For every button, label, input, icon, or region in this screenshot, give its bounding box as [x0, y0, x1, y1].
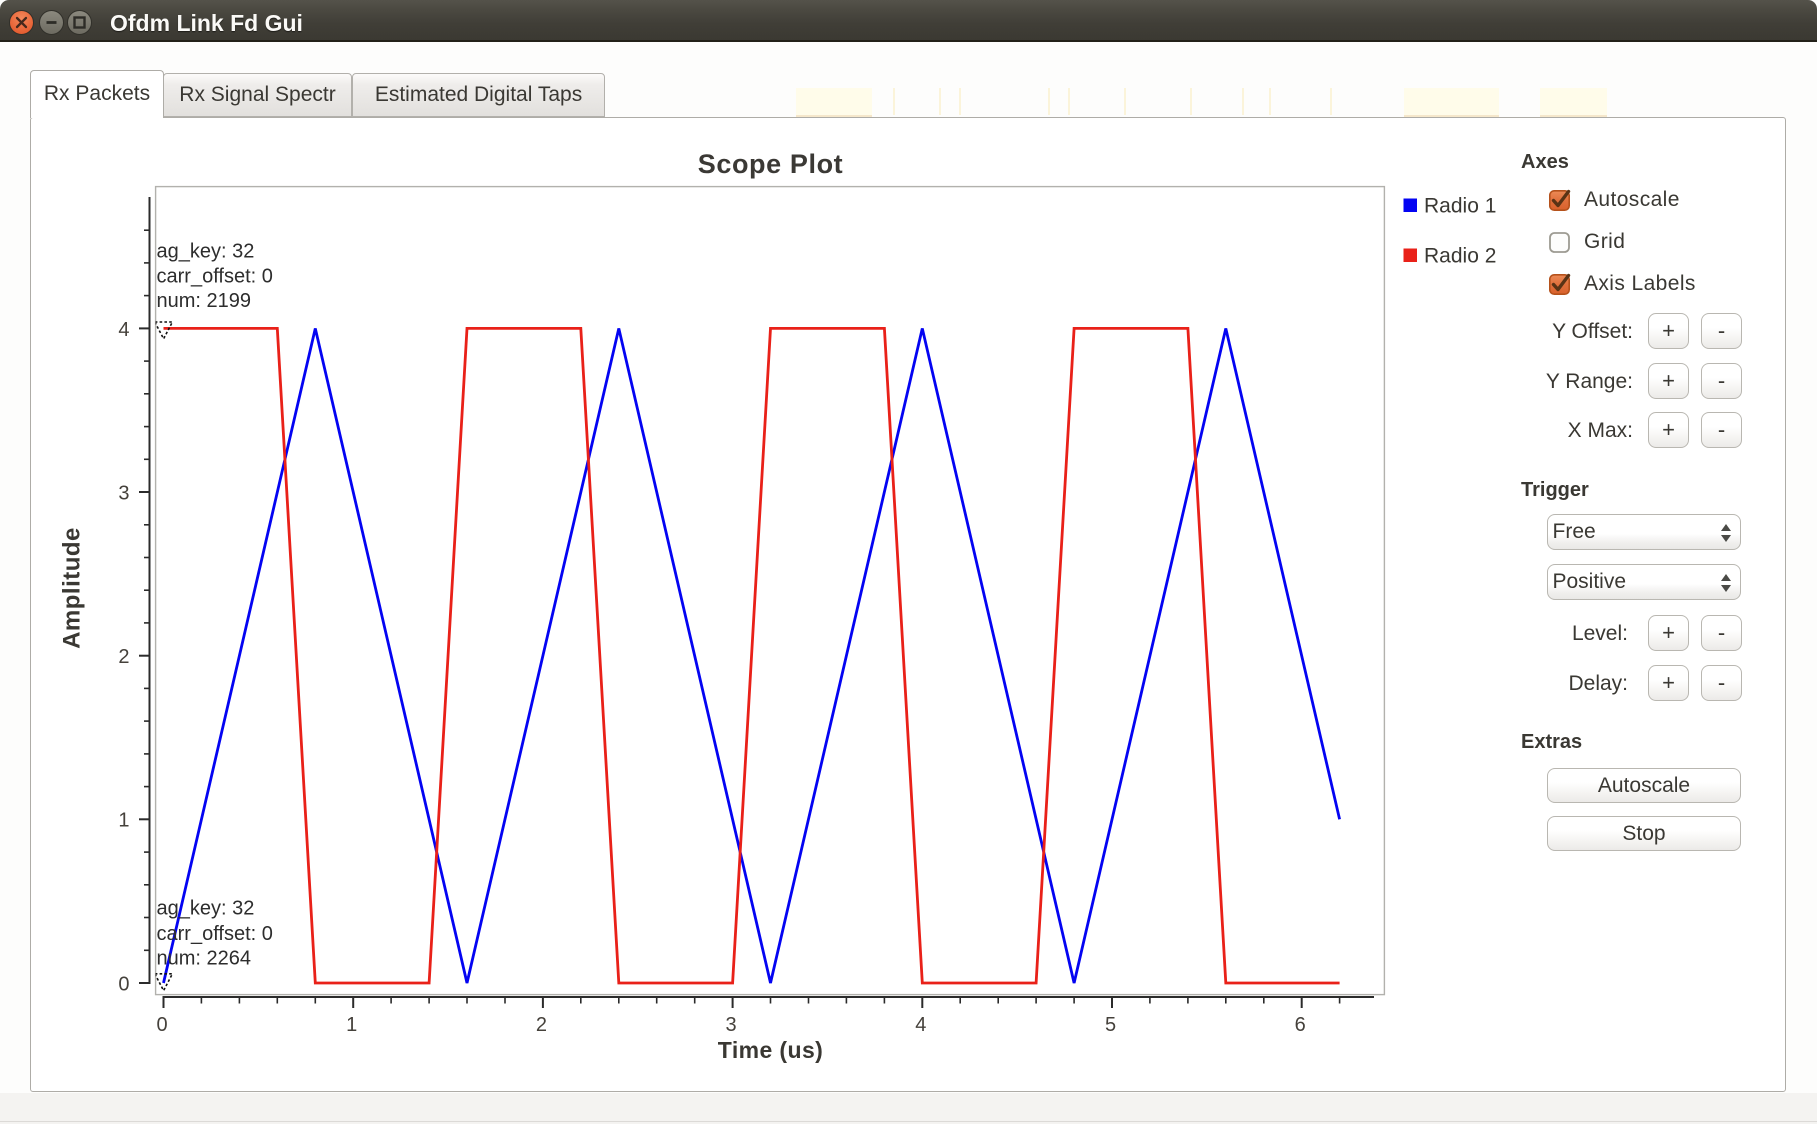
svg-text:Radio 1: Radio 1	[1424, 194, 1496, 217]
svg-text:Time (us): Time (us)	[718, 1037, 823, 1063]
svg-text:2: 2	[118, 646, 129, 668]
svg-text:3: 3	[118, 482, 129, 504]
svg-text:1: 1	[118, 810, 129, 832]
svg-text:4: 4	[118, 319, 129, 341]
svg-text:ag_key: 32: ag_key: 32	[157, 898, 255, 920]
svg-text:4: 4	[915, 1014, 926, 1036]
svg-text:3: 3	[726, 1014, 737, 1036]
svg-text:Scope Plot: Scope Plot	[698, 149, 844, 179]
svg-text:num: 2264: num: 2264	[157, 948, 252, 970]
svg-text:carr_offset: 0: carr_offset: 0	[157, 923, 273, 945]
svg-text:0: 0	[118, 973, 129, 995]
svg-text:1: 1	[346, 1014, 357, 1036]
svg-text:num: 2199: num: 2199	[157, 290, 252, 312]
svg-text:2: 2	[536, 1014, 547, 1036]
svg-text:Amplitude: Amplitude	[59, 527, 86, 649]
svg-text:0: 0	[156, 1014, 167, 1036]
svg-text:6: 6	[1295, 1014, 1306, 1036]
svg-text:Radio 2: Radio 2	[1424, 244, 1496, 267]
svg-text:carr_offset: 0: carr_offset: 0	[157, 265, 273, 287]
svg-text:ag_key: 32: ag_key: 32	[157, 241, 255, 263]
svg-text:5: 5	[1105, 1014, 1116, 1036]
